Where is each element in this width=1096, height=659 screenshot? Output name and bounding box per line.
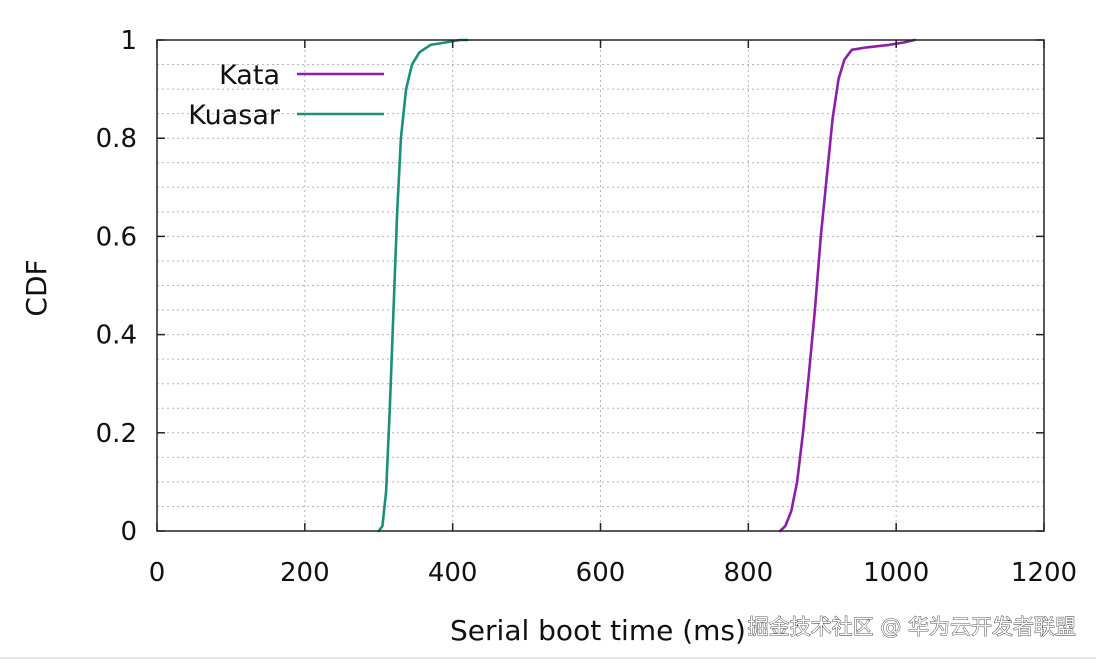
y-tick-label: 0.4	[96, 321, 137, 351]
x-tick-label: 600	[576, 558, 626, 588]
grid-layer	[157, 40, 1044, 531]
y-tick-label: 1	[120, 26, 137, 56]
y-tick-label: 0.2	[96, 419, 137, 449]
legend-label-kuasar: Kuasar	[188, 100, 281, 131]
x-tick-label: 400	[428, 558, 478, 588]
x-tick-label: 0	[149, 558, 166, 588]
watermark-text: 掘金技术社区 @ 华为云开发者联盟	[748, 615, 1076, 639]
series-line-kata	[778, 38, 916, 533]
x-tick-label: 1200	[1011, 558, 1077, 588]
series-layer	[377, 38, 916, 533]
legend-label-kata: Kata	[219, 60, 280, 91]
y-tick-label: 0.6	[96, 222, 137, 252]
x-tick-label: 1000	[863, 558, 929, 588]
x-tick-label: 800	[724, 558, 774, 588]
tick-layer: 0 200 400 600 800 1000 1200 0 0.2 0.4 0.6 0.8 1	[96, 26, 1077, 588]
x-axis-label: Serial boot time (ms)	[450, 614, 746, 647]
y-tick-label: 0	[120, 517, 137, 547]
y-tick-label: 0.8	[96, 124, 137, 154]
bottom-rule	[0, 657, 1096, 659]
x-tick-label: 200	[280, 558, 330, 588]
y-axis-label: CDF	[20, 259, 53, 316]
legend: Kata Kuasar	[188, 60, 384, 131]
series-line-kuasar	[377, 38, 469, 533]
